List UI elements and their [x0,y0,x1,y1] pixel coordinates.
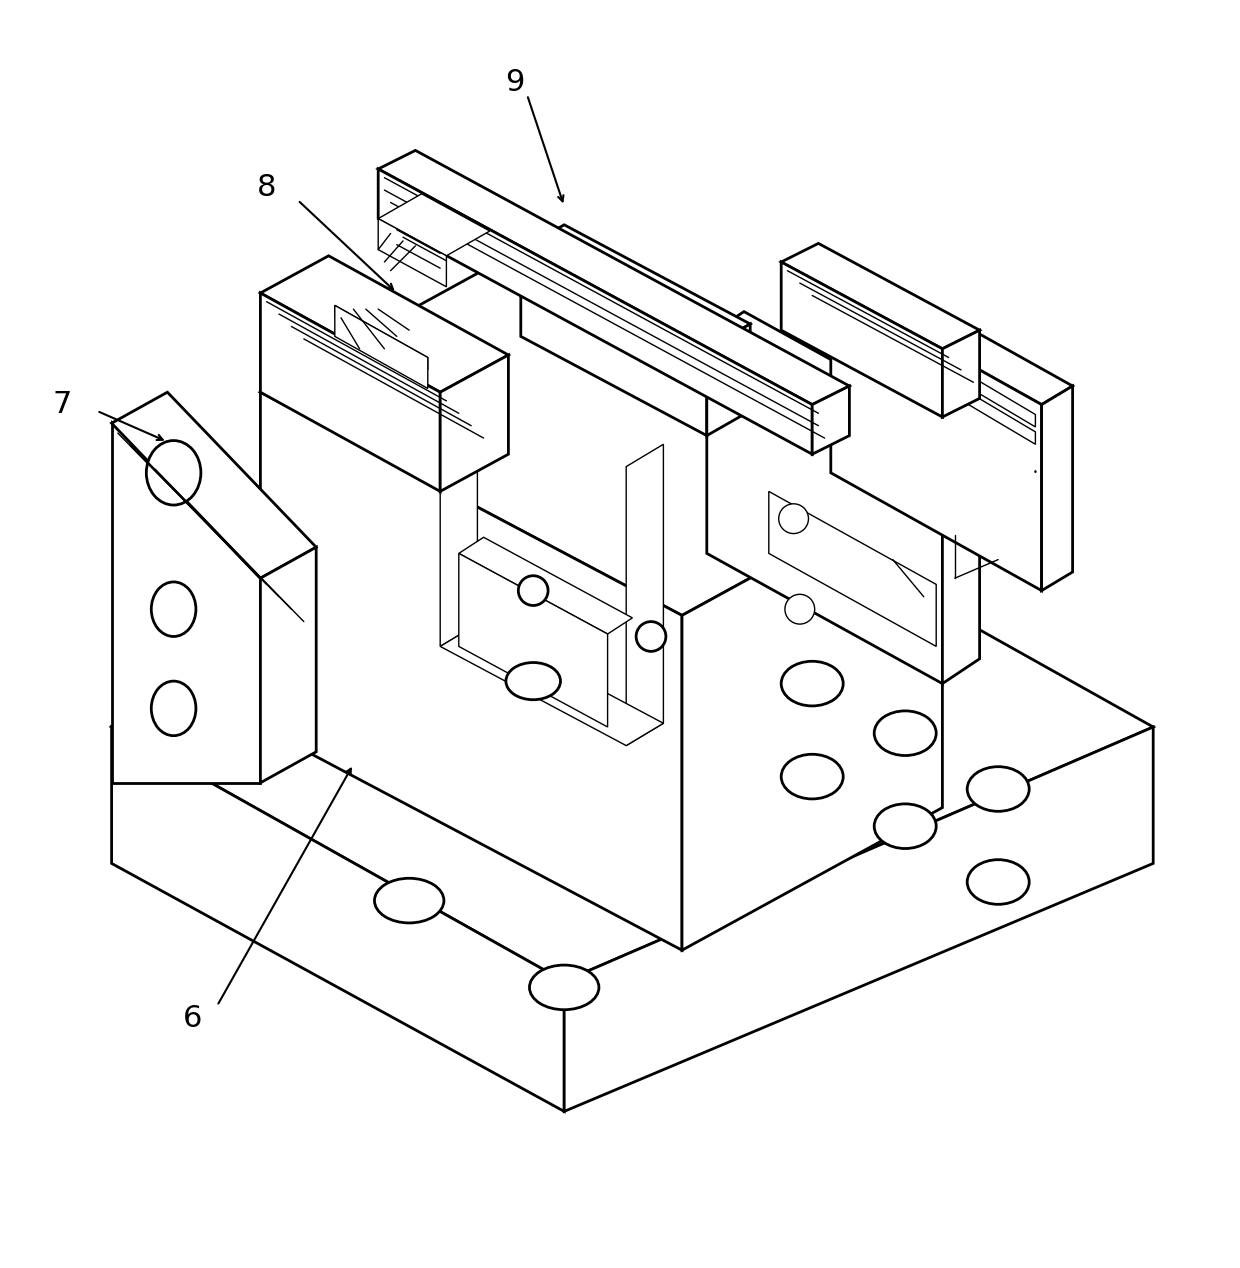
Polygon shape [707,325,750,436]
Ellipse shape [967,860,1029,904]
Polygon shape [831,287,1042,591]
Polygon shape [260,293,440,492]
Polygon shape [682,473,942,950]
Polygon shape [781,262,942,417]
Polygon shape [440,624,663,746]
Polygon shape [837,314,1035,444]
Ellipse shape [874,711,936,756]
Polygon shape [112,392,316,578]
Ellipse shape [636,621,666,652]
Polygon shape [626,444,663,746]
Polygon shape [112,727,564,1111]
Text: •: • [1033,468,1038,477]
Ellipse shape [785,595,815,624]
Polygon shape [260,548,316,782]
Polygon shape [112,424,260,782]
Polygon shape [831,269,1073,404]
Ellipse shape [781,754,843,799]
Polygon shape [707,312,980,467]
Polygon shape [459,538,632,634]
Polygon shape [378,151,849,404]
Polygon shape [440,345,477,647]
Polygon shape [335,306,428,388]
Polygon shape [335,306,428,370]
Text: 8: 8 [257,174,277,202]
Polygon shape [769,492,936,647]
Polygon shape [837,297,1035,427]
Polygon shape [378,194,490,256]
Ellipse shape [374,879,444,923]
Ellipse shape [874,804,936,848]
Polygon shape [812,385,849,454]
Polygon shape [260,256,508,392]
Ellipse shape [506,662,560,700]
Polygon shape [112,467,1153,981]
Polygon shape [781,243,980,349]
Ellipse shape [146,440,201,505]
Polygon shape [564,727,1153,1111]
Ellipse shape [781,662,843,706]
Polygon shape [459,553,608,727]
Polygon shape [440,355,508,492]
Polygon shape [378,169,812,454]
Ellipse shape [518,576,548,606]
Polygon shape [260,392,682,950]
Polygon shape [942,441,980,683]
Text: 6: 6 [182,1004,202,1033]
Polygon shape [521,250,707,436]
Text: 7: 7 [52,391,72,420]
Ellipse shape [151,582,196,637]
Polygon shape [1042,385,1073,591]
Polygon shape [521,224,750,349]
Polygon shape [707,336,942,683]
Ellipse shape [151,681,196,735]
Polygon shape [260,250,942,615]
Polygon shape [942,330,980,417]
Text: 9: 9 [505,67,525,96]
Polygon shape [378,218,446,287]
Ellipse shape [779,503,808,534]
Ellipse shape [967,767,1029,812]
Ellipse shape [529,965,599,1009]
